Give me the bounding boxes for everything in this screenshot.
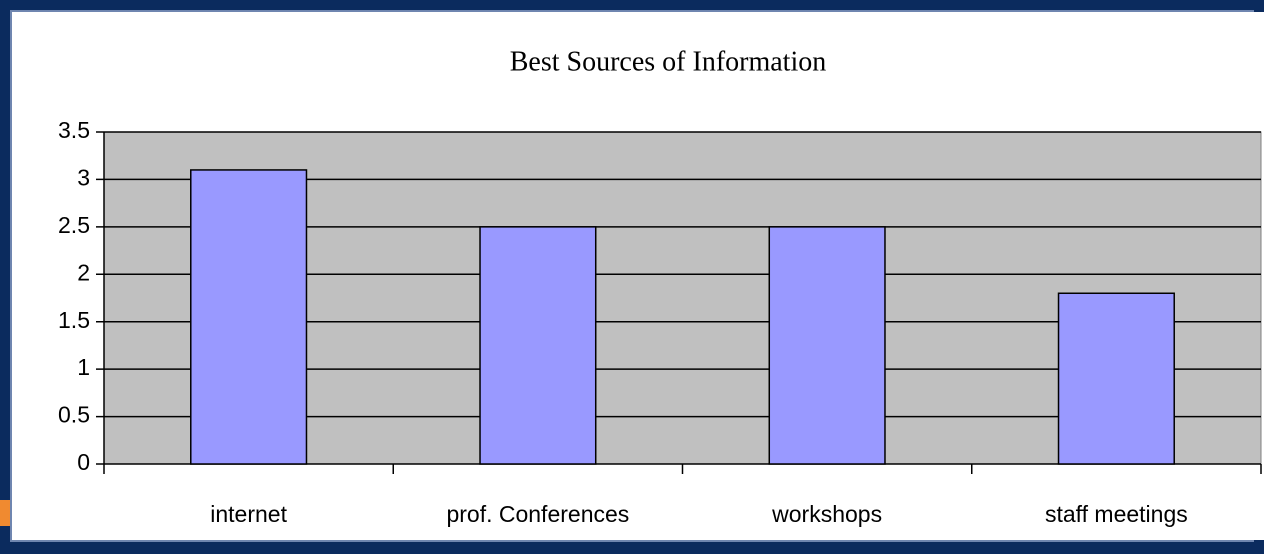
x-tick-label: prof. Conferences — [446, 501, 629, 527]
bar — [190, 169, 308, 465]
y-tick-label: 0 — [77, 449, 90, 475]
x-tick-label: internet — [210, 501, 287, 527]
y-tick-label: 2 — [77, 259, 90, 285]
y-tick-label: 1.5 — [58, 307, 90, 333]
chart-title: Best Sources of Information — [510, 46, 827, 77]
decoration — [0, 500, 10, 526]
y-tick-label: 1 — [77, 354, 90, 380]
y-tick-label: 3 — [77, 165, 90, 191]
x-tick-label: workshops — [771, 501, 882, 527]
x-tick-label: staff meetings — [1045, 501, 1188, 527]
bar — [1057, 292, 1175, 465]
bar — [479, 226, 597, 465]
y-tick-label: 0.5 — [58, 402, 90, 428]
y-tick-label: 2.5 — [58, 212, 90, 238]
y-tick-label: 3.5 — [58, 117, 90, 143]
bar — [768, 226, 886, 465]
